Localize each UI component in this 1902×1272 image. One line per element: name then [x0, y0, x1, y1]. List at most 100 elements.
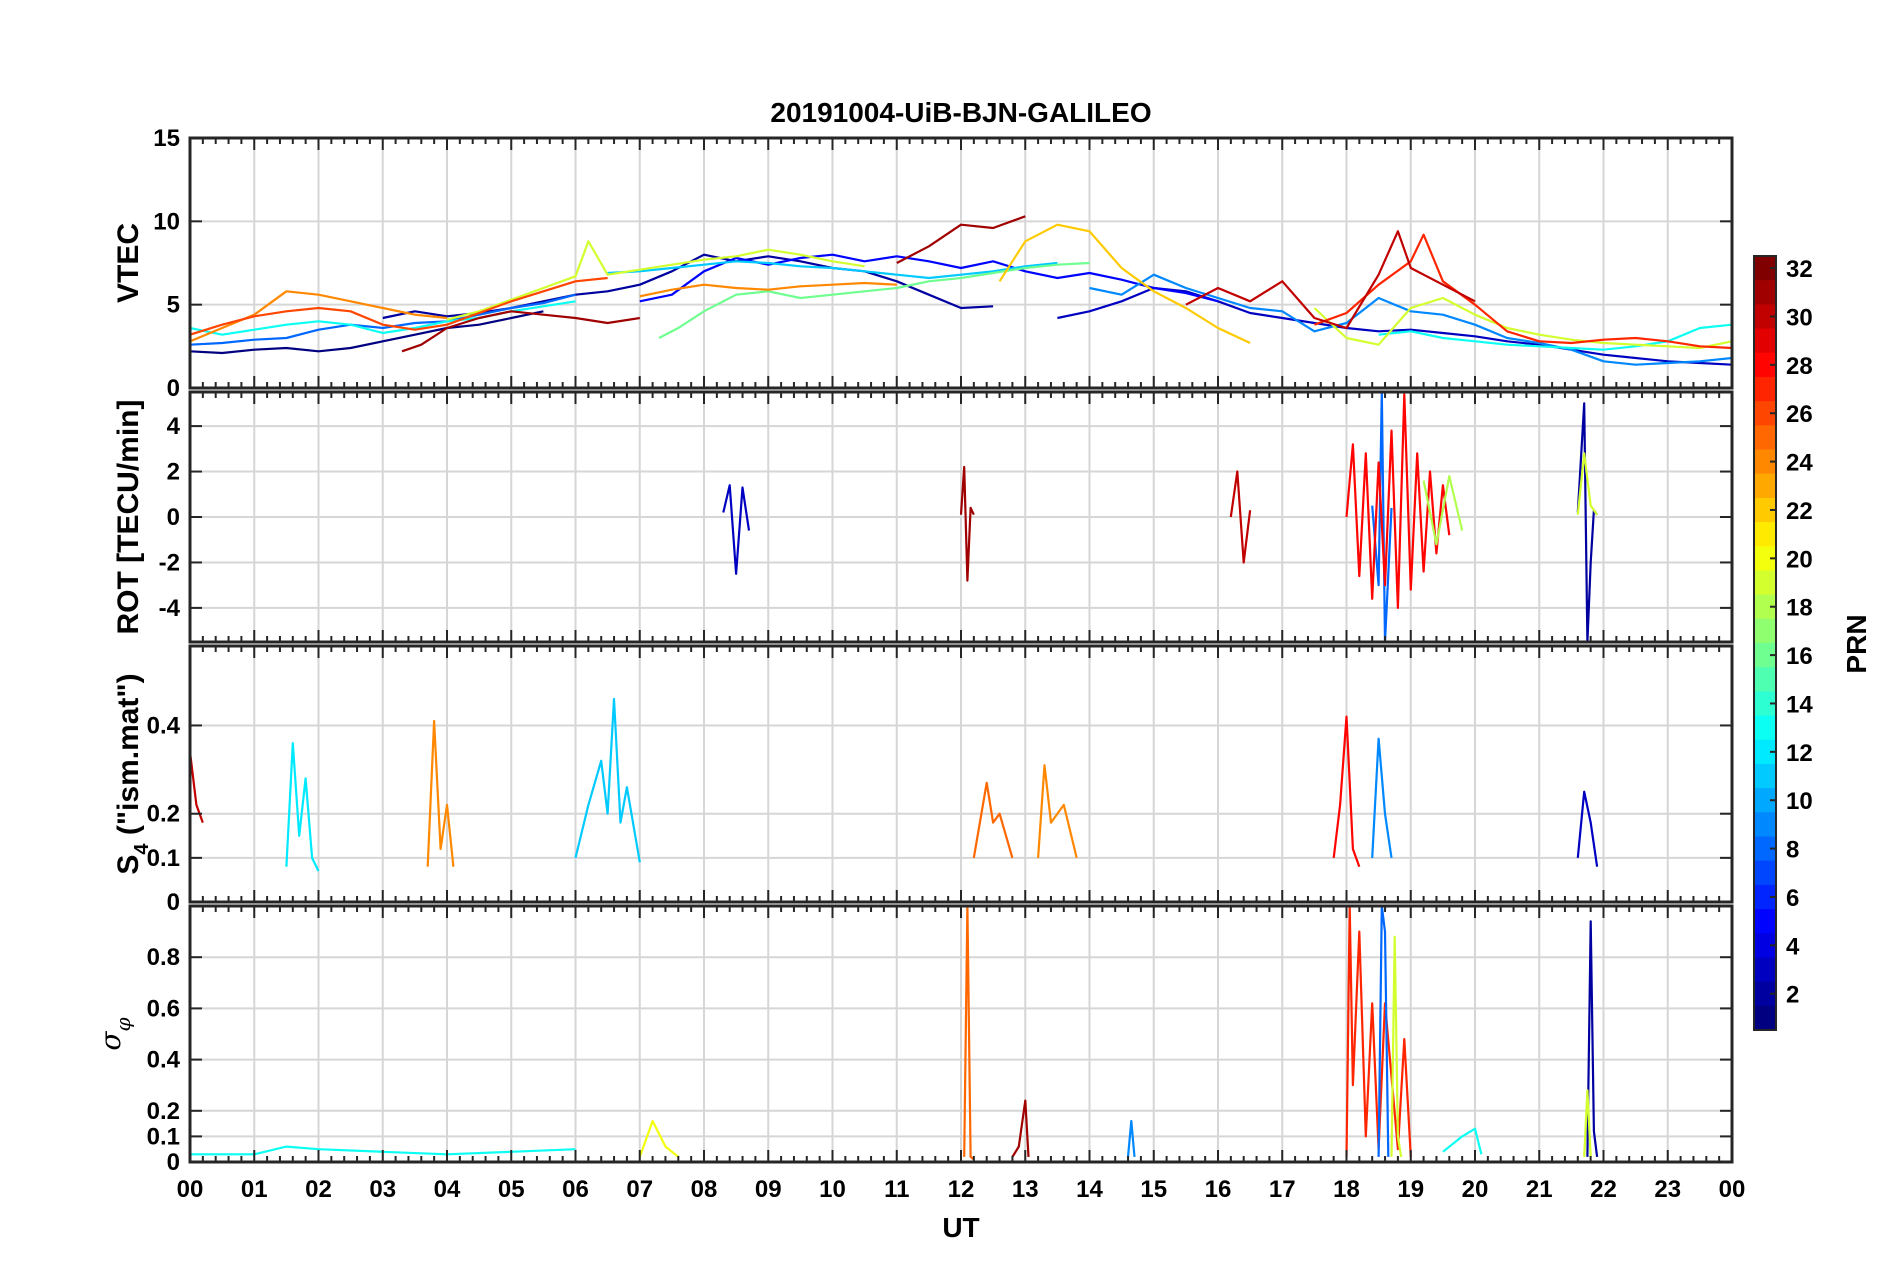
y-tick-label: 0	[167, 1149, 180, 1176]
colorbar-tick-label: 20	[1786, 546, 1813, 573]
series-line-prn-9	[1126, 1119, 1136, 1158]
colorbar-swatch	[1754, 473, 1776, 499]
colorbar-swatch	[1754, 546, 1776, 572]
y-tick-label: 0	[167, 375, 180, 402]
colorbar-tick-label: 10	[1786, 788, 1813, 815]
colorbar-tick-label: 24	[1786, 450, 1813, 477]
series-line-prn-31	[1011, 1099, 1030, 1158]
x-tick-label: 08	[691, 1176, 718, 1203]
series-line-prn-8	[1377, 906, 1390, 1157]
y-tick-label: 0	[167, 504, 180, 531]
y-tick-label: 0.2	[147, 1098, 180, 1125]
x-tick-label: 06	[562, 1176, 589, 1203]
x-tick-label: 19	[1397, 1176, 1424, 1203]
y-tick-label: -4	[159, 595, 181, 622]
x-tick-label: 15	[1140, 1176, 1167, 1203]
series-line-prn-24	[190, 290, 448, 343]
y-tick-label: 0	[167, 889, 180, 916]
panel-sigma-phi: 00.10.2 0.4 0.6 0.8 σφ	[94, 904, 1734, 1176]
y-tick-label: -2	[159, 549, 180, 576]
colorbar-tick-label: 8	[1786, 837, 1799, 864]
vtec-ylabel: VTEC	[112, 223, 145, 303]
y-tick-label: 0.6	[147, 995, 180, 1022]
colorbar-swatch	[1754, 376, 1776, 402]
sigma-phi-ylabel: σφ	[94, 1017, 135, 1050]
series-line-prn-28	[1345, 393, 1451, 610]
colorbar-tick-label: 32	[1786, 256, 1813, 283]
series-line-prn-9	[1089, 273, 1732, 366]
x-tick-label: 11	[884, 1176, 909, 1203]
series-line-prn-2	[1576, 402, 1598, 642]
colorbar-swatch	[1754, 497, 1776, 523]
series-line-prn-19	[1583, 1089, 1592, 1157]
colorbar-swatch	[1754, 836, 1776, 862]
chart-title: 20191004-UiB-BJN-GALILEO	[770, 97, 1151, 128]
x-tick-label: 04	[434, 1176, 461, 1203]
x-tick-labels: 00 01 02 03 04 05 06 07 08 09 10 11 12 13 14 15 16 17 18 19…	[177, 1176, 1746, 1203]
colorbar-tick-label: 18	[1786, 595, 1813, 622]
x-tick-label: 07	[626, 1176, 653, 1203]
series-line-prn-24	[639, 281, 897, 298]
x-axis-label: UT	[942, 1212, 979, 1243]
colorbar-swatch	[1754, 643, 1776, 668]
x-tick-label: 22	[1590, 1176, 1617, 1203]
y-tick-label: 4	[167, 413, 181, 440]
x-tick-label: 10	[819, 1176, 846, 1203]
series-line-prn-19	[1313, 296, 1732, 350]
colorbar-swatch	[1754, 715, 1776, 741]
colorbar-swatch	[1754, 763, 1776, 789]
series-line-prn-28	[1332, 715, 1361, 868]
colorbar-tick-label: 16	[1786, 643, 1813, 670]
rot-ylabel: ROT [TECU/min]	[112, 400, 145, 635]
x-tick-label: 00	[1719, 1176, 1746, 1203]
series-line-prn-30	[190, 751, 204, 823]
x-tick-label: 01	[241, 1176, 268, 1203]
series-line-prn-5	[639, 253, 1219, 303]
colorbar-swatch	[1754, 933, 1776, 959]
colorbar-swatch	[1754, 1005, 1776, 1031]
x-tick-label: 12	[948, 1176, 975, 1203]
x-tick-label: 20	[1462, 1176, 1489, 1203]
series-line-prn-18	[1422, 475, 1464, 546]
y-tick-label: 0.2	[147, 801, 180, 828]
x-tick-label: 16	[1205, 1176, 1232, 1203]
series-line-prn-8	[190, 293, 576, 346]
series-line-prn-1	[190, 310, 544, 355]
colorbar-swatch	[1754, 667, 1776, 692]
series-line-prn-31	[401, 310, 640, 353]
colorbar-swatch	[1754, 425, 1776, 451]
colorbar-frame	[1753, 255, 1777, 1031]
y-tick-label: 15	[153, 125, 180, 152]
panel-rot: -4 -2 0 2 4 ROT [TECU/min]	[112, 390, 1734, 644]
series-line-prn-13	[190, 1145, 576, 1156]
colorbar-swatch	[1754, 304, 1776, 330]
x-tick-label: 23	[1654, 1176, 1681, 1203]
colorbar-tick-label: 28	[1786, 353, 1813, 380]
series-line-prn-27	[1314, 233, 1732, 350]
series-line-prn-31	[959, 465, 975, 582]
y-tick-label: 5	[167, 292, 180, 319]
series-line-prn-24	[1037, 764, 1078, 859]
panel-s4: 0 0.1 0.2 0.4 S4 ("ism.mat")	[112, 644, 1734, 916]
colorbar-swatch	[1754, 691, 1776, 717]
x-tick-label: 02	[305, 1176, 332, 1203]
colorbar-swatch	[1754, 449, 1776, 475]
colorbar-tick-label: 12	[1786, 740, 1813, 767]
colorbar-swatch	[1754, 352, 1776, 378]
colorbar-tick-label: 6	[1786, 885, 1799, 912]
colorbar-swatch	[1754, 981, 1776, 1007]
series-line-prn-11	[607, 260, 1058, 280]
series-line-prn-11	[574, 697, 641, 863]
x-tick-label: 00	[177, 1176, 204, 1203]
colorbar-swatch	[1754, 570, 1776, 596]
series-line-prn-19	[446, 240, 865, 321]
s4-ylabel: S4 ("ism.mat")	[112, 673, 153, 874]
series-line-prn-12	[285, 741, 320, 872]
series-line-prn-31	[896, 215, 1026, 264]
x-tick-label: 05	[498, 1176, 525, 1203]
series-line-prn-16	[658, 261, 1090, 339]
series-line-prn-3	[722, 484, 751, 575]
colorbar-swatch	[1754, 812, 1776, 838]
colorbar-swatch	[1754, 328, 1776, 354]
